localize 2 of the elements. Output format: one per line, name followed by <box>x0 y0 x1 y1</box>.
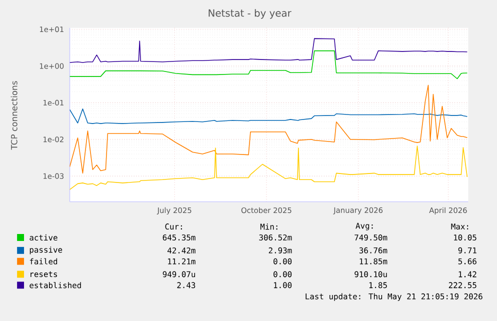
chart-title: Netstat - by year <box>208 9 292 19</box>
y-axis-title: TCP connections <box>10 81 18 150</box>
